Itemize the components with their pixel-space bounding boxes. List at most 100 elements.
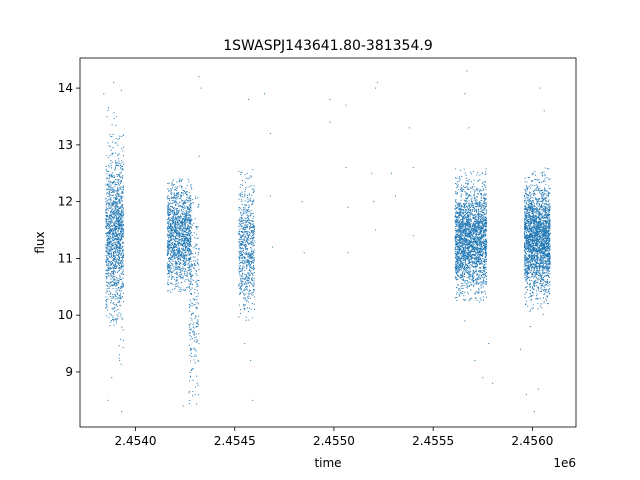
data-point [172, 184, 174, 186]
data-point [483, 239, 485, 241]
data-point [182, 232, 184, 234]
data-point [110, 263, 112, 265]
data-point [176, 198, 178, 200]
data-point [189, 299, 191, 301]
data-point [458, 177, 460, 179]
data-point [182, 277, 184, 279]
data-point [111, 225, 113, 227]
data-point [116, 219, 118, 221]
data-point [193, 340, 195, 342]
data-point [249, 264, 251, 266]
data-point [243, 260, 245, 262]
data-point [183, 236, 185, 238]
data-point [115, 243, 117, 245]
data-point [249, 175, 251, 177]
data-point [473, 229, 475, 231]
data-point [188, 207, 190, 209]
data-point [239, 293, 241, 295]
data-point [176, 190, 178, 192]
data-point [247, 224, 249, 226]
data-point [179, 249, 181, 251]
data-point [462, 262, 464, 264]
data-point [251, 267, 253, 269]
data-point [241, 253, 243, 255]
data-point [460, 228, 462, 230]
data-point [253, 226, 255, 228]
data-point [113, 284, 115, 286]
data-point [118, 220, 120, 222]
data-point [471, 244, 473, 246]
data-point [110, 212, 112, 214]
data-point [172, 197, 174, 199]
data-point [109, 281, 111, 283]
data-point [170, 197, 172, 199]
data-point [477, 292, 479, 294]
data-point [190, 336, 192, 338]
data-point [473, 271, 475, 273]
data-point [247, 218, 249, 220]
data-point [464, 206, 466, 208]
data-point [191, 319, 193, 321]
data-point [244, 208, 246, 210]
data-point [470, 220, 472, 222]
data-point [455, 266, 457, 268]
data-point [243, 241, 245, 243]
data-point [196, 326, 198, 328]
data-point [245, 293, 247, 295]
data-point [239, 207, 241, 209]
data-point [109, 261, 111, 263]
data-point [169, 199, 171, 201]
data-point [168, 264, 170, 266]
data-point [171, 207, 173, 209]
data-point [174, 257, 176, 259]
data-point [483, 270, 485, 272]
data-point [113, 234, 115, 236]
data-point [247, 206, 249, 208]
data-point [462, 216, 464, 218]
data-point [252, 234, 254, 236]
data-point [245, 276, 247, 278]
data-point [122, 249, 124, 251]
data-point [246, 279, 248, 281]
data-point [252, 257, 254, 259]
data-point [485, 259, 487, 261]
data-point [116, 161, 118, 163]
data-point [167, 266, 169, 268]
data-point [189, 214, 191, 216]
data-point [469, 269, 471, 271]
data-point [463, 240, 465, 242]
data-point [460, 234, 462, 236]
data-point [181, 248, 183, 250]
data-point [113, 270, 115, 272]
data-point [117, 242, 119, 244]
data-point [184, 237, 186, 239]
data-point [115, 207, 117, 209]
data-point [191, 355, 193, 357]
data-point [473, 240, 475, 242]
data-point [186, 210, 188, 212]
data-point [247, 311, 249, 313]
data-point [105, 259, 107, 261]
data-point [464, 238, 466, 240]
data-point [183, 202, 185, 204]
data-point [110, 207, 112, 209]
data-point [186, 237, 188, 239]
data-point [464, 205, 466, 207]
data-point [467, 284, 469, 286]
data-point [169, 265, 170, 267]
data-point [118, 210, 120, 212]
data-point [459, 237, 461, 239]
data-point [240, 240, 242, 242]
data-point [238, 250, 240, 252]
data-point [190, 195, 192, 197]
data-point [118, 233, 120, 235]
data-point [112, 201, 114, 203]
data-point [117, 270, 119, 272]
data-point [463, 258, 465, 260]
data-point [112, 221, 114, 223]
data-point [186, 212, 188, 214]
data-point [242, 207, 244, 209]
data-point [191, 224, 193, 226]
data-point [461, 258, 463, 260]
data-point [114, 185, 116, 187]
